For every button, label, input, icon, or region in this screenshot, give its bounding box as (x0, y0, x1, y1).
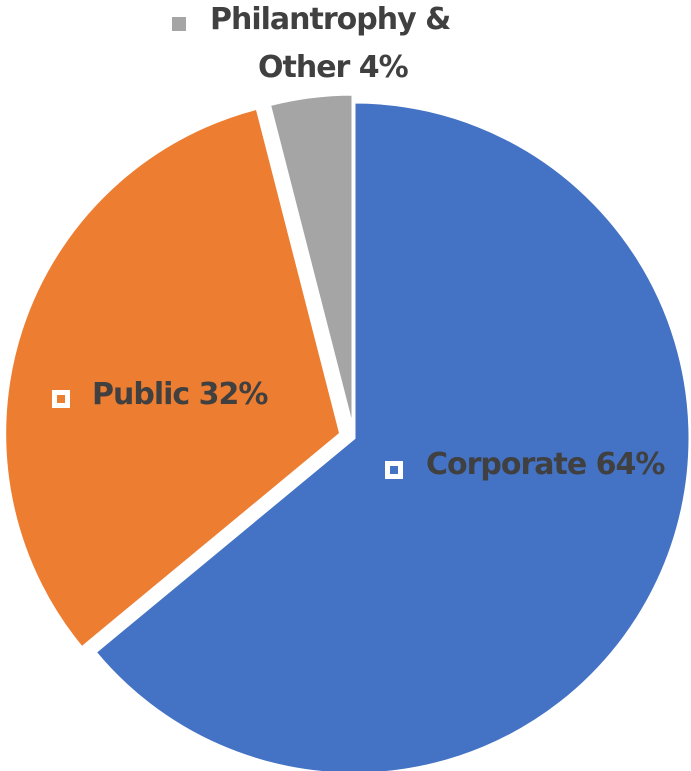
data-label-philantrophy-other: Philantrophy & Other 4% (210, 2, 450, 85)
data-label-public: Public 32% (92, 377, 268, 412)
pie-slice-public (3, 106, 343, 650)
data-label-line: Philantrophy & (210, 2, 450, 37)
data-label-line: Other 4% (258, 50, 409, 85)
legend-key-corporate (385, 461, 403, 479)
pie-slice-philantrophy-other (267, 92, 355, 431)
legend-key-public (52, 390, 70, 408)
legend-key-philantrophy-other (172, 17, 186, 31)
pie-slice-corporate (92, 100, 691, 771)
data-label-line: Public 32% (92, 377, 268, 412)
data-label-corporate: Corporate 64% (426, 447, 665, 482)
data-label-line: Corporate 64% (426, 447, 665, 482)
